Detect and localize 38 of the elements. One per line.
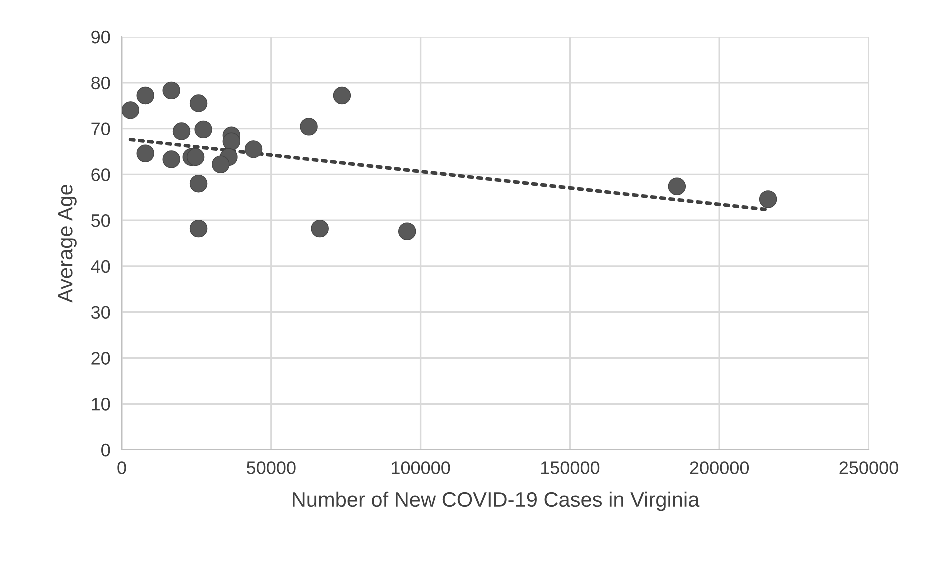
x-tick-label: 250000 <box>840 462 898 474</box>
x-tick-label: 150000 <box>541 462 600 474</box>
y-axis-title: Average Age <box>58 184 77 303</box>
point <box>162 82 180 100</box>
point <box>759 190 778 208</box>
y-tick-label: 10 <box>92 398 110 411</box>
point <box>398 222 416 240</box>
y-tick-label: 90 <box>92 30 110 44</box>
x-axis-title: Number of New COVID-19 Cases in Virginia <box>293 492 700 512</box>
point <box>222 132 241 150</box>
point <box>162 150 180 168</box>
point <box>136 86 154 105</box>
point <box>244 140 263 158</box>
point <box>136 144 154 162</box>
x-tick-label: 100000 <box>392 462 450 474</box>
y-tick-label: 0 <box>102 444 110 457</box>
point <box>190 94 208 112</box>
y-tick-label: 20 <box>92 352 110 365</box>
point <box>190 220 208 238</box>
y-tick-label: 50 <box>92 214 110 228</box>
y-tick-label: 80 <box>92 76 110 90</box>
y-tick-label: 70 <box>92 122 110 136</box>
point <box>300 118 318 136</box>
x-tick-label: 0 <box>118 462 126 474</box>
point <box>668 178 686 196</box>
x-tick-label: 50000 <box>247 462 296 474</box>
point <box>172 122 191 140</box>
y-tick-label: 40 <box>91 260 110 274</box>
point <box>194 120 212 139</box>
point <box>333 86 352 105</box>
point <box>186 148 205 166</box>
x-tick-label: 200000 <box>690 462 750 474</box>
point <box>190 174 208 193</box>
y-tick-label: 30 <box>91 306 110 320</box>
point <box>212 156 230 174</box>
point <box>311 220 329 238</box>
y-tick-label: 60 <box>92 168 110 182</box>
point <box>122 102 140 120</box>
